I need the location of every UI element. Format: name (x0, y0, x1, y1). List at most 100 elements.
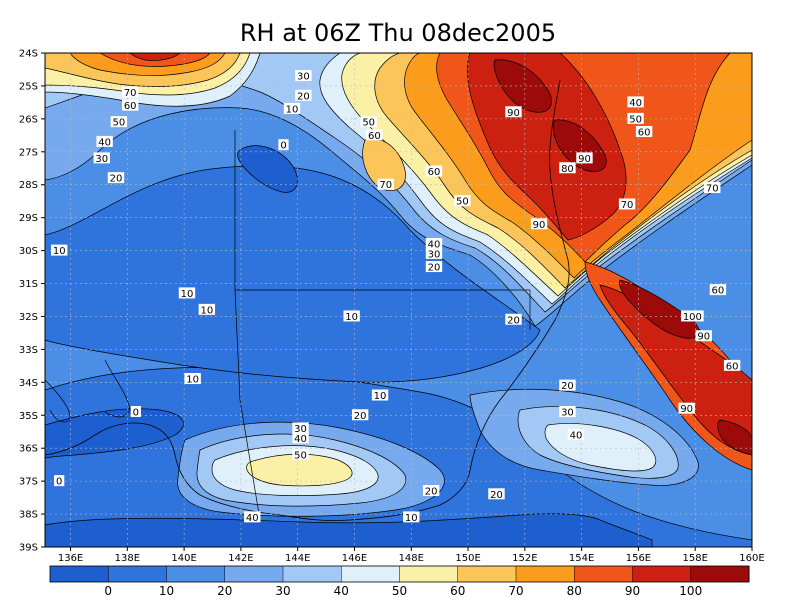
contour-label-text: 90 (697, 332, 710, 343)
contour-label-bg (425, 261, 443, 273)
colorbar-swatch (574, 566, 633, 582)
contour-label: 60 (709, 284, 727, 297)
contour-label-bg (627, 96, 644, 108)
contour-label-text: 60 (428, 167, 441, 178)
y-tick-label: 32S (19, 312, 38, 323)
contour-label: 40 (96, 135, 113, 148)
y-tick-label: 25S (19, 81, 38, 92)
colorbar-label: 50 (392, 584, 407, 598)
contour-label-text: 30 (95, 154, 108, 165)
contour-label: 60 (723, 359, 741, 372)
contour-label-bg (454, 195, 471, 207)
contour-label: 50 (292, 448, 309, 461)
contour-label-bg (403, 511, 420, 523)
contour-label-bg (505, 106, 522, 118)
y-tick-label: 38S (19, 510, 38, 521)
colorbar-swatch (166, 566, 226, 582)
contour-label-text: 70 (124, 88, 137, 99)
contour-label: 50 (360, 116, 377, 129)
colorbar-swatch (632, 566, 692, 582)
contour-label-text: 10 (405, 513, 418, 524)
contour-label-bg (488, 488, 505, 500)
contour-label: 10 (184, 373, 201, 386)
contour-label: 30 (93, 152, 110, 165)
contour-label: 40 (244, 511, 261, 524)
contour-label-text: 30 (294, 424, 307, 435)
contour-label: 20 (505, 313, 522, 326)
contour-label-text: 50 (362, 118, 375, 129)
plot-frame (44, 52, 753, 548)
colorbar-label: 10 (159, 584, 174, 598)
contour-label-text: 100 (683, 312, 702, 323)
contour-label-text: 90 (533, 220, 546, 231)
colorbar-label: 90 (625, 584, 640, 598)
x-tick-label: 142E (228, 553, 253, 564)
contour-label-text: 20 (297, 91, 310, 102)
contour-label-text: 10 (374, 391, 387, 402)
contour-label: 70 (704, 182, 721, 195)
contour-label: 10 (198, 303, 216, 316)
contour-label-text: 40 (629, 98, 642, 109)
contour-label-text: 20 (561, 381, 574, 392)
contour-label-text: 10 (186, 375, 199, 386)
x-tick-label: 136E (58, 553, 83, 564)
contour-label: 90 (530, 218, 548, 231)
contour-label-bg (184, 373, 201, 385)
colorbar-swatch (283, 566, 342, 582)
contour-label-bg (178, 287, 196, 299)
contour-label: 0 (278, 139, 289, 152)
contour-label-bg (50, 244, 68, 256)
contour-label-bg (678, 402, 695, 414)
y-axis: 24S 25S 26S 27S 28S 29S 30S 31S 32S 33S 34S 35S 36S 3… (19, 49, 45, 554)
contour-label-text: 30 (297, 72, 310, 83)
x-tick-label: 144E (285, 553, 310, 564)
gulf-outline (45, 359, 131, 423)
contour-label-text: 90 (680, 404, 693, 415)
region-0-10-north (237, 145, 298, 193)
contour-label: 30 (559, 405, 576, 418)
colorbar-swatch (50, 566, 109, 582)
contour-label-text: 10 (286, 104, 299, 115)
contour-label-bg (618, 198, 636, 210)
colorbar-swatch (341, 566, 400, 582)
contour-label: 70 (121, 86, 139, 99)
contour-label-text: 60 (368, 131, 381, 142)
contour-label-text: 70 (621, 200, 634, 211)
contour-label-text: 10 (53, 246, 66, 257)
contour-label-text: 30 (428, 249, 441, 260)
contour-label: 40 (627, 96, 644, 109)
y-tick-label: 37S (19, 477, 38, 488)
contour-labels: 3020107060504030200105060706050403020909… (50, 70, 741, 524)
colorbar-labels: 0 10 20 30 40 50 60 70 80 90 100 (104, 584, 702, 598)
x-tick-label: 148E (399, 553, 424, 564)
y-tick-label: 39S (19, 543, 38, 554)
contour-label-text: 10 (200, 305, 213, 316)
y-tick-label: 29S (19, 213, 38, 224)
contour-label-bg (425, 165, 443, 177)
contour-label-bg (283, 102, 301, 114)
colorbar-swatch (690, 566, 750, 582)
contour-label: 20 (107, 172, 125, 185)
contour-label: 30 (295, 70, 312, 83)
x-tick-label: 150E (455, 553, 480, 564)
contour-label-text: 50 (294, 450, 307, 461)
contour-label: 90 (576, 152, 593, 165)
contour-label-text: 60 (638, 128, 651, 139)
colorbar-label: 20 (217, 584, 232, 598)
contour-label: 90 (678, 402, 695, 415)
region-10-20-central (45, 165, 541, 383)
contour-label: 90 (505, 106, 522, 119)
x-tick-label: 160E (739, 553, 764, 564)
contour-label: 10 (178, 287, 196, 300)
contour-label-text: 50 (456, 197, 469, 208)
contour-label: 50 (454, 195, 471, 208)
colorbar-label: 80 (567, 584, 582, 598)
contour-label: 70 (618, 198, 636, 211)
contour-label-bg (343, 310, 360, 322)
contour-label-text: 30 (561, 407, 574, 418)
contour-label-bg (121, 99, 139, 111)
contour-label-bg (704, 182, 721, 194)
contour-label-text: 20 (354, 411, 367, 422)
contour-label: 100 (681, 310, 704, 323)
contour-label: 20 (425, 261, 443, 274)
